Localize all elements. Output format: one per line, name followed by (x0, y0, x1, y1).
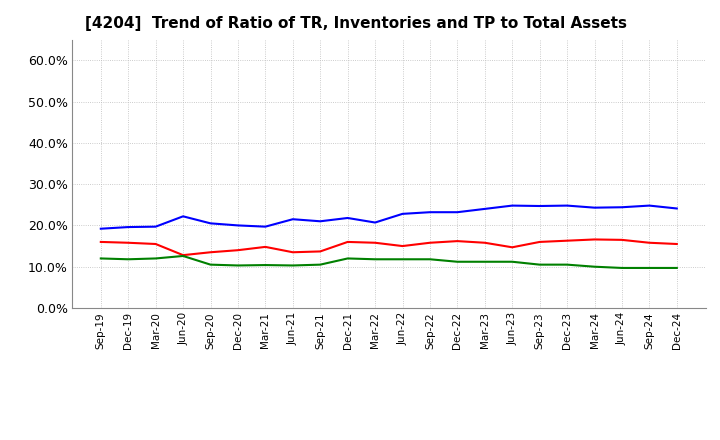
Trade Receivables (563, 238, 572, 243)
Line: Trade Receivables: Trade Receivables (101, 239, 677, 255)
Inventories (398, 211, 407, 216)
Trade Payables (371, 257, 379, 262)
Trade Receivables (289, 249, 297, 255)
Trade Receivables (206, 249, 215, 255)
Trade Receivables (151, 242, 160, 247)
Inventories (261, 224, 270, 229)
Inventories (289, 216, 297, 222)
Trade Payables (151, 256, 160, 261)
Trade Payables (289, 263, 297, 268)
Trade Payables (645, 265, 654, 271)
Trade Payables (233, 263, 242, 268)
Trade Receivables (343, 239, 352, 245)
Trade Payables (508, 259, 516, 264)
Text: [4204]  Trend of Ratio of TR, Inventories and TP to Total Assets: [4204] Trend of Ratio of TR, Inventories… (85, 16, 626, 32)
Trade Payables (618, 265, 626, 271)
Inventories (343, 215, 352, 220)
Inventories (96, 226, 105, 231)
Trade Receivables (179, 253, 187, 258)
Trade Receivables (233, 248, 242, 253)
Trade Receivables (398, 243, 407, 249)
Inventories (618, 205, 626, 210)
Trade Receivables (480, 240, 489, 246)
Inventories (508, 203, 516, 208)
Inventories (233, 223, 242, 228)
Trade Payables (480, 259, 489, 264)
Trade Receivables (124, 240, 132, 246)
Trade Receivables (645, 240, 654, 246)
Trade Receivables (371, 240, 379, 246)
Trade Receivables (96, 239, 105, 245)
Inventories (536, 203, 544, 209)
Trade Payables (398, 257, 407, 262)
Inventories (371, 220, 379, 225)
Inventories (316, 219, 325, 224)
Trade Payables (316, 262, 325, 267)
Inventories (672, 206, 681, 211)
Trade Payables (206, 262, 215, 267)
Inventories (426, 209, 434, 215)
Trade Receivables (508, 245, 516, 250)
Inventories (563, 203, 572, 208)
Trade Payables (124, 257, 132, 262)
Trade Payables (536, 262, 544, 267)
Inventories (645, 203, 654, 208)
Trade Receivables (453, 238, 462, 244)
Inventories (179, 214, 187, 219)
Inventories (453, 209, 462, 215)
Trade Payables (672, 265, 681, 271)
Trade Receivables (590, 237, 599, 242)
Inventories (590, 205, 599, 210)
Line: Trade Payables: Trade Payables (101, 256, 677, 268)
Trade Receivables (261, 244, 270, 249)
Trade Payables (261, 262, 270, 268)
Trade Payables (453, 259, 462, 264)
Trade Payables (96, 256, 105, 261)
Inventories (124, 224, 132, 230)
Trade Payables (590, 264, 599, 269)
Inventories (151, 224, 160, 229)
Trade Payables (343, 256, 352, 261)
Trade Payables (179, 253, 187, 259)
Trade Receivables (536, 239, 544, 245)
Line: Inventories: Inventories (101, 205, 677, 229)
Inventories (206, 221, 215, 226)
Trade Payables (426, 257, 434, 262)
Trade Receivables (316, 249, 325, 254)
Trade Receivables (426, 240, 434, 246)
Inventories (480, 206, 489, 212)
Trade Receivables (672, 242, 681, 247)
Trade Receivables (618, 237, 626, 242)
Trade Payables (563, 262, 572, 267)
